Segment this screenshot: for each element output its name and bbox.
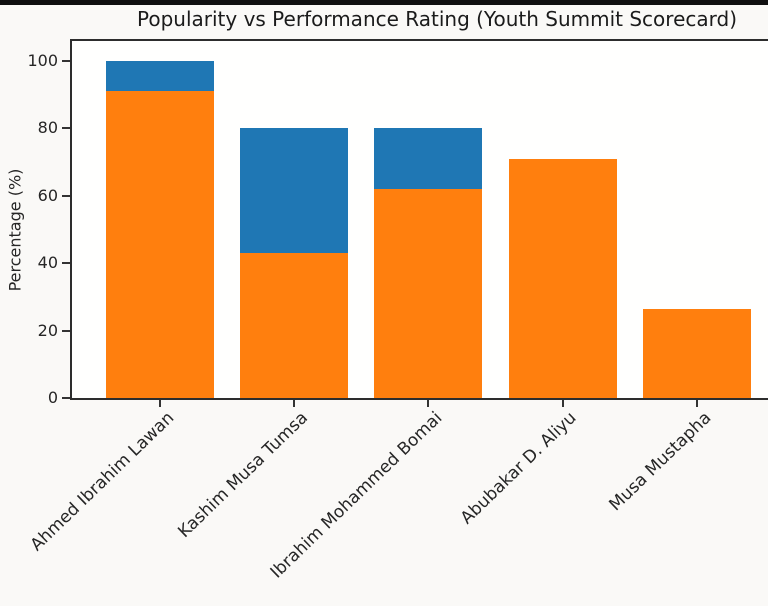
y-axis-spine — [70, 39, 72, 400]
bar-orange-1 — [240, 253, 348, 398]
x-axis-spine — [70, 398, 768, 400]
x-tick-label-1: Kashim Musa Tumsa — [174, 408, 312, 542]
y-tick-mark-20 — [62, 329, 70, 332]
y-tick-label-80: 80 — [37, 118, 58, 138]
bar-orange-0 — [106, 91, 214, 398]
y-tick-label-40: 40 — [37, 253, 58, 273]
y-tick-label-100: 100 — [27, 51, 58, 70]
chart-title: Popularity vs Performance Rating (Youth … — [136, 7, 737, 31]
plot-top-spine — [70, 39, 768, 41]
x-tick-mark-4 — [696, 400, 698, 407]
bar-orange-3 — [509, 158, 617, 398]
y-tick-mark-40 — [62, 262, 70, 265]
bar-orange-4 — [643, 308, 751, 398]
x-tick-label-4: Musa Mustapha — [604, 408, 715, 516]
y-tick-mark-80 — [62, 127, 70, 130]
photo-top-border — [0, 0, 768, 5]
x-tick-mark-0 — [159, 400, 161, 407]
x-tick-mark-2 — [427, 400, 429, 407]
x-tick-label-3: Abubakar D. Aliyu — [457, 408, 581, 529]
y-tick-label-0: 0 — [47, 388, 58, 407]
x-tick-label-0: Ahmed Ibrahim Lawan — [26, 408, 178, 556]
y-tick-mark-0 — [62, 397, 70, 399]
x-tick-mark-1 — [293, 400, 295, 407]
bar-orange-2 — [374, 189, 482, 398]
x-tick-mark-3 — [562, 400, 564, 407]
y-tick-mark-60 — [62, 194, 70, 197]
y-tick-label-20: 20 — [37, 320, 58, 340]
y-tick-label-60: 60 — [37, 185, 58, 205]
y-tick-mark-100 — [62, 60, 70, 62]
